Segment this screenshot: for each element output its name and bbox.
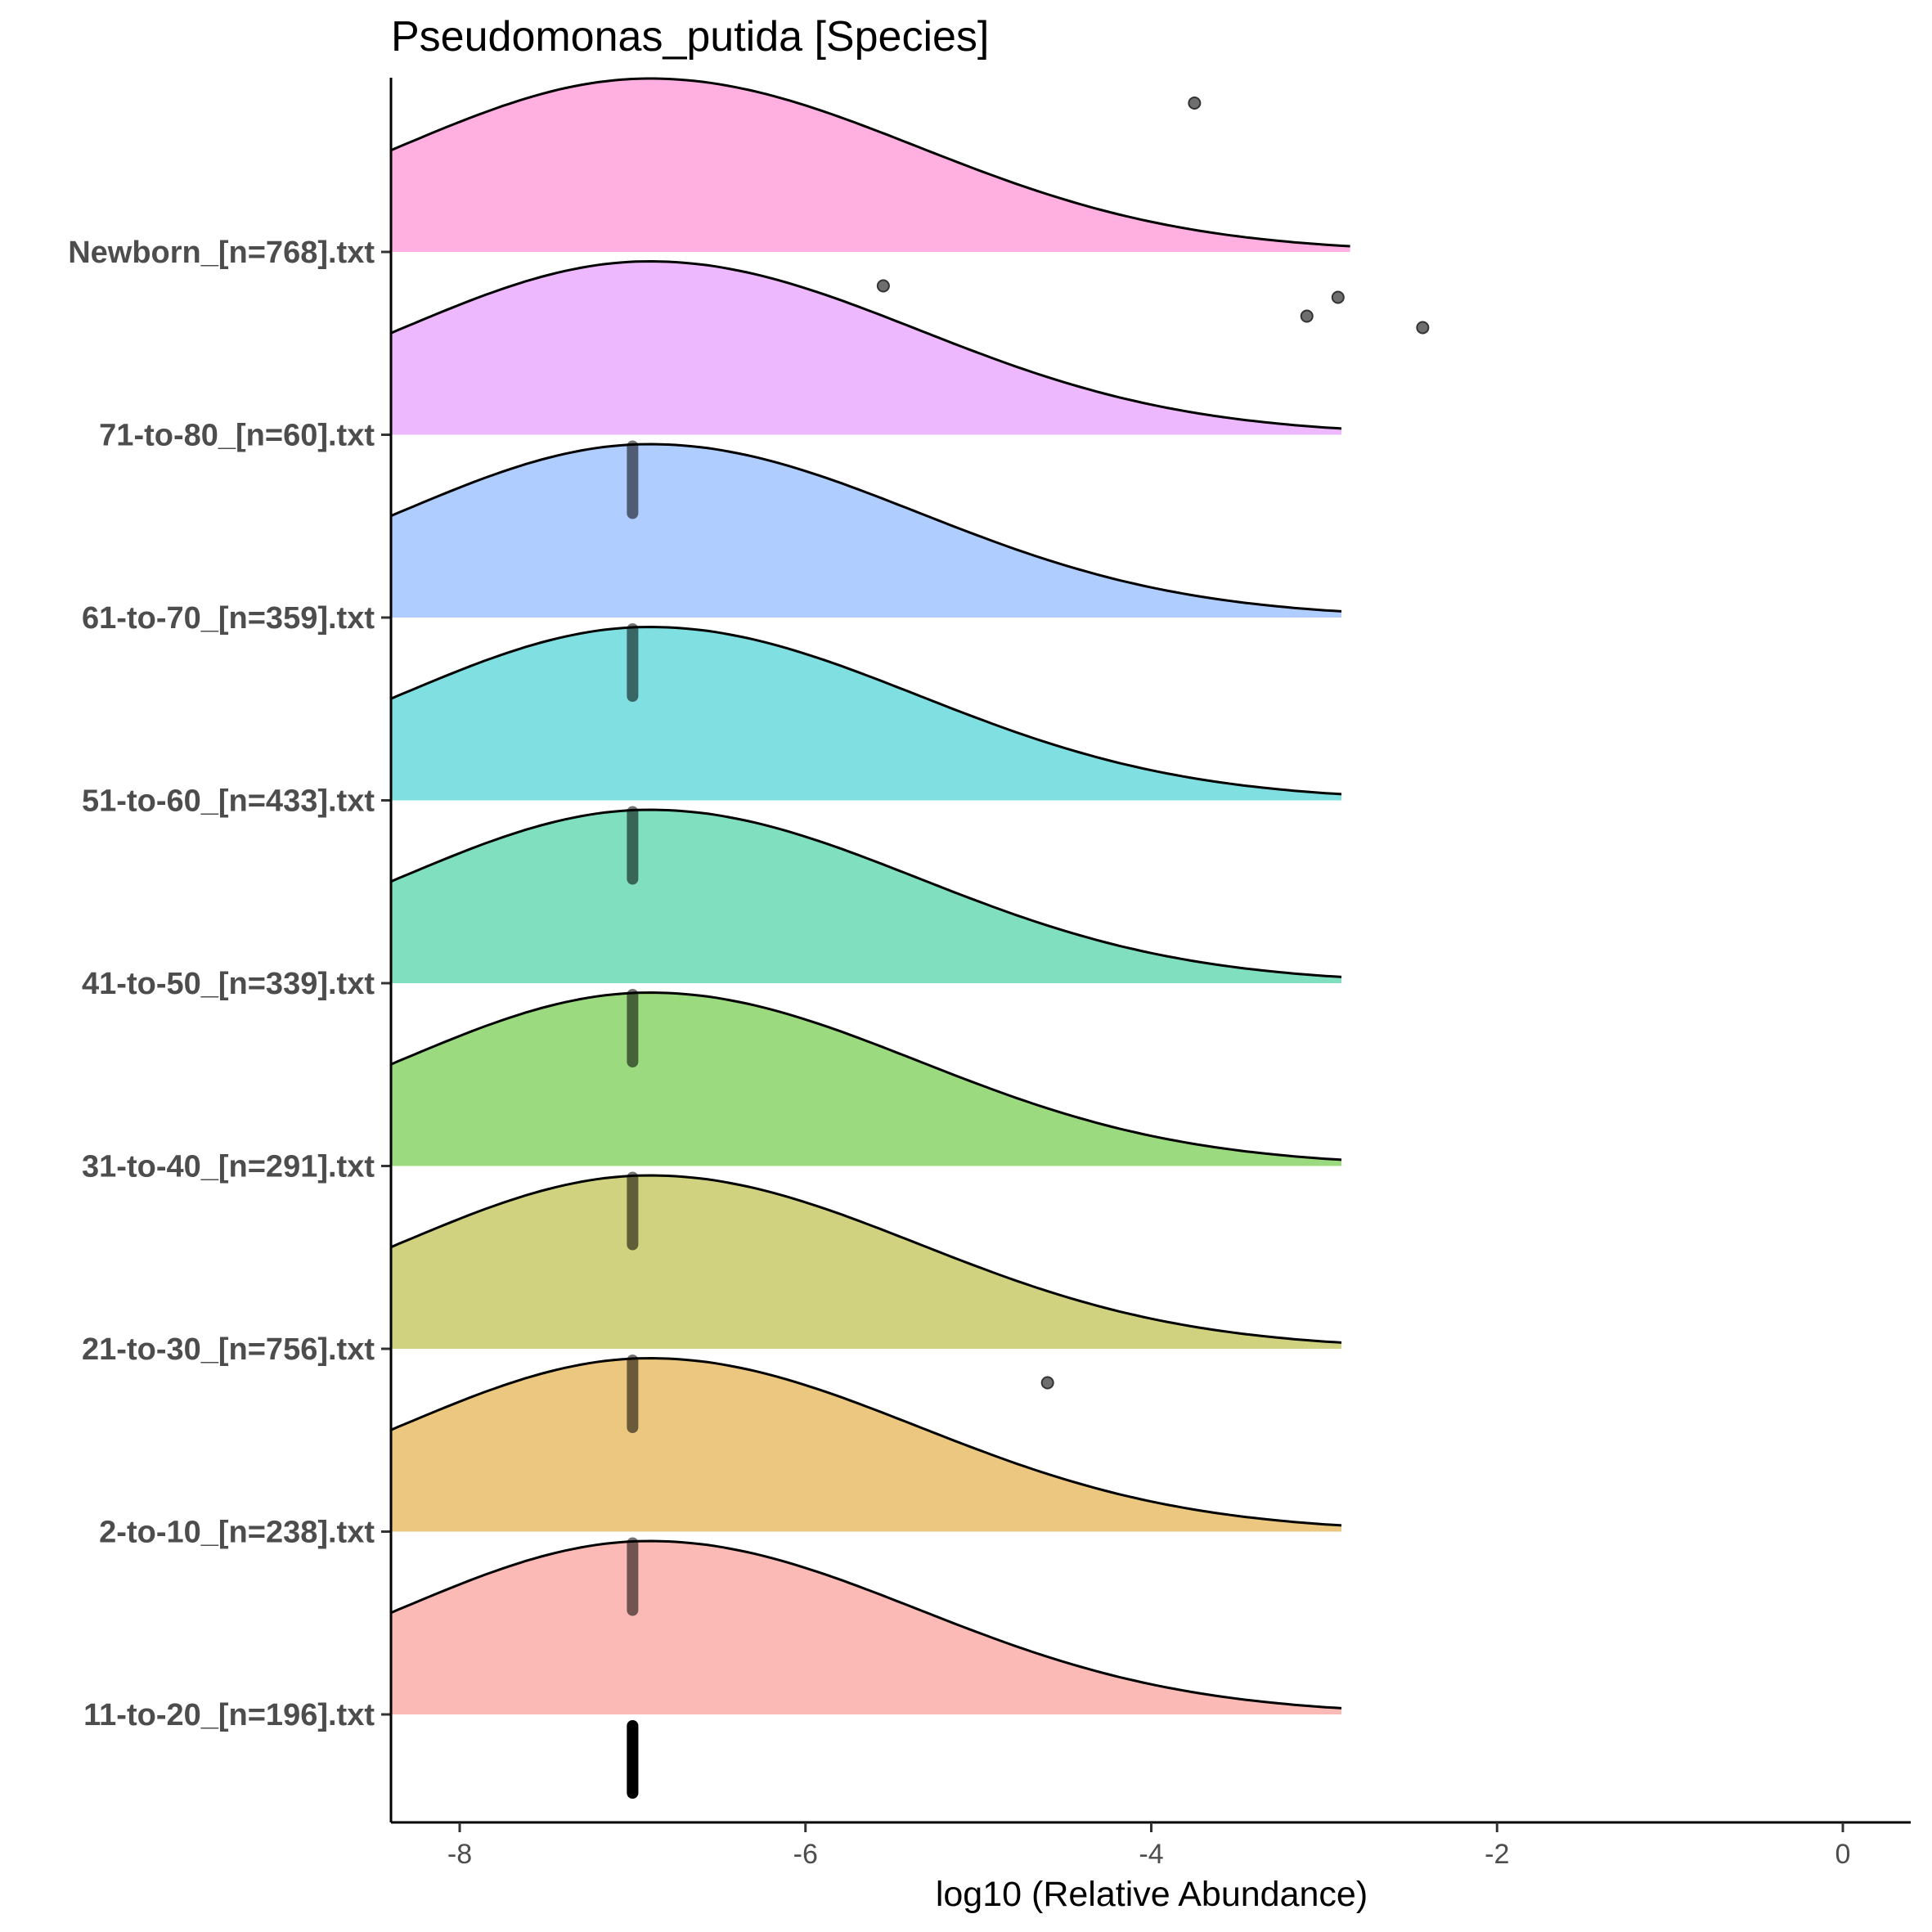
ridge-line-2 bbox=[390, 1174, 1342, 1344]
ridge-line-6 bbox=[390, 443, 1342, 613]
ridge-fill-6 bbox=[391, 444, 1341, 618]
y-tick-label: 51-to-60_[n=433].txt bbox=[82, 784, 375, 819]
ridge-fill-0 bbox=[391, 1541, 1341, 1714]
outlier-point bbox=[1331, 290, 1345, 304]
y-tick-label: 41-to-50_[n=339].txt bbox=[82, 967, 375, 1001]
y-tick-label: Newborn_[n=768].txt bbox=[68, 236, 375, 270]
ridge-line-7 bbox=[390, 259, 1342, 430]
ridge-fill-5 bbox=[391, 627, 1341, 801]
outlier-point bbox=[1040, 1376, 1054, 1390]
ridge-fill-2 bbox=[391, 1175, 1341, 1349]
x-axis: -8 -6 -4 -2 0 bbox=[391, 1821, 1911, 1870]
ridge-line-1 bbox=[390, 1356, 1342, 1527]
ridge-fill-7 bbox=[391, 261, 1341, 435]
ridge-fill-1 bbox=[391, 1358, 1341, 1532]
ridge-line-8 bbox=[390, 77, 1350, 248]
y-tick-label: 2-to-10_[n=238].txt bbox=[99, 1516, 375, 1550]
y-tick-label: 61-to-70_[n=359].txt bbox=[82, 601, 375, 636]
y-tick-label: 71-to-80_[n=60].txt bbox=[99, 419, 375, 453]
outlier-point bbox=[1188, 97, 1202, 110]
y-tick-label: 21-to-30_[n=756].txt bbox=[82, 1332, 375, 1367]
ridge-fill-8 bbox=[391, 79, 1350, 252]
chart-title: Pseudomonas_putida [Species] bbox=[391, 13, 989, 61]
x-tick-label: -2 bbox=[1485, 1839, 1509, 1870]
outlier-point bbox=[876, 279, 890, 293]
x-tick-label: -4 bbox=[1139, 1839, 1163, 1870]
ridge-fill-3 bbox=[391, 992, 1341, 1166]
ridge-line-4 bbox=[390, 808, 1342, 978]
ridges bbox=[390, 77, 1350, 1714]
y-tick-label: 31-to-40_[n=291].txt bbox=[82, 1150, 375, 1184]
outlier-point bbox=[1416, 321, 1430, 335]
ridge-line-0 bbox=[390, 1539, 1342, 1710]
y-tick-label: 11-to-20_[n=196].txt bbox=[83, 1698, 375, 1732]
outlier-point bbox=[1300, 309, 1314, 323]
x-tick-label: 0 bbox=[1835, 1839, 1851, 1870]
x-axis-label: log10 (Relative Abundance) bbox=[936, 1875, 1368, 1914]
outlier-points bbox=[876, 97, 1430, 1390]
ridge-line-5 bbox=[390, 625, 1342, 796]
ridge-fill-4 bbox=[391, 810, 1341, 983]
x-tick-label: -8 bbox=[447, 1839, 472, 1870]
ridge-line-3 bbox=[390, 991, 1342, 1161]
x-tick-label: -6 bbox=[793, 1839, 818, 1870]
y-axis: Newborn_[n=768].txt 71-to-80_[n=60].txt 61… bbox=[68, 78, 393, 1822]
